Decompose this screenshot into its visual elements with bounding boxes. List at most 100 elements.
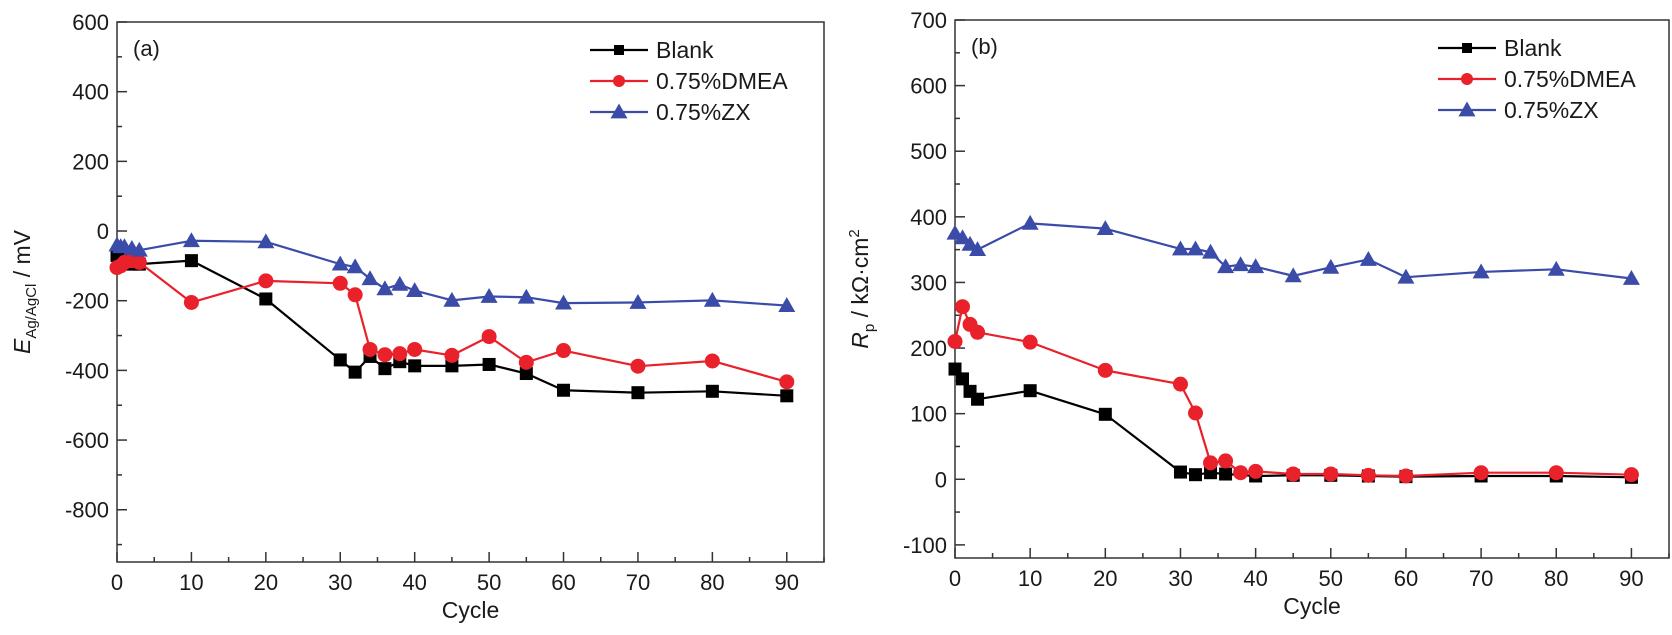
- data-point: [361, 270, 379, 286]
- legend-entry: 0.75%ZX: [590, 99, 751, 125]
- data-point: [969, 241, 987, 257]
- data-point: [1203, 455, 1219, 471]
- data-point: [130, 241, 148, 257]
- data-point: [556, 343, 572, 359]
- data-point: [182, 232, 200, 248]
- y-tick-label: 200: [72, 149, 109, 174]
- y-tick-label: -200: [65, 289, 109, 314]
- data-point: [257, 233, 275, 249]
- series-0-75-zx: [108, 232, 796, 312]
- data-point: [1097, 362, 1113, 378]
- data-point: [519, 367, 533, 381]
- data-point: [1096, 220, 1114, 236]
- data-point: [1189, 468, 1203, 482]
- series-line: [116, 254, 787, 397]
- panel-a-potential-chart: 0 10 20 30 40 50 60 70 80 90 -800 -600 -400 -200 0 200 4…: [9, 10, 825, 623]
- data-point: [1360, 467, 1376, 483]
- y-tick-label: -400: [65, 358, 109, 383]
- x-tick-label: 70: [626, 570, 650, 595]
- y-axis-title: EAg/AgCl / mV: [9, 229, 40, 354]
- x-tick-label: 20: [254, 570, 278, 595]
- data-point: [480, 288, 498, 303]
- data-point: [1548, 465, 1564, 481]
- data-point: [347, 287, 363, 303]
- legend-label: 0.75%DMEA: [1504, 66, 1636, 92]
- x-tick-label: 60: [551, 570, 575, 595]
- data-point: [1022, 334, 1038, 350]
- data-point: [408, 359, 422, 373]
- y-axis-symbol: E: [9, 338, 35, 354]
- y-tick-label: 700: [910, 8, 947, 33]
- data-point: [362, 341, 378, 357]
- y-tick-label: 100: [910, 402, 947, 427]
- data-point: [956, 372, 970, 386]
- data-point: [1397, 268, 1415, 284]
- legend-marker: [1461, 73, 1473, 85]
- legend-marker: [613, 75, 625, 87]
- y-tick-label: -100: [903, 533, 947, 558]
- legend-label: 0.75%DMEA: [656, 68, 788, 94]
- data-point: [947, 333, 963, 349]
- data-point: [378, 362, 392, 376]
- y-axis-symbol: R: [847, 332, 873, 349]
- legend-entry: 0.75%DMEA: [1438, 66, 1636, 92]
- data-point: [1398, 468, 1414, 484]
- legend-marker: [610, 103, 628, 119]
- data-point: [631, 386, 645, 400]
- data-point: [1233, 465, 1249, 481]
- data-point: [445, 359, 459, 373]
- data-point: [392, 346, 408, 362]
- x-tick-label: 10: [179, 570, 203, 595]
- data-point: [1173, 465, 1187, 479]
- data-point: [779, 374, 795, 390]
- y-tick-label: 600: [72, 10, 109, 35]
- data-point: [1217, 258, 1235, 274]
- panel-b-resistance-chart: 0 10 20 30 40 50 60 70 80 90-10001002003004005006…: [846, 8, 1670, 619]
- data-point: [1188, 405, 1204, 421]
- data-point: [1247, 258, 1265, 274]
- y-tick-label: 600: [910, 74, 947, 99]
- data-point: [955, 299, 971, 315]
- data-point: [630, 358, 646, 374]
- y-tick-label: 500: [910, 139, 947, 164]
- y-axis-unit: / mV: [9, 229, 35, 283]
- data-point: [1547, 260, 1565, 276]
- data-point: [629, 293, 647, 309]
- data-point: [778, 297, 796, 312]
- data-point: [1023, 384, 1037, 398]
- data-point: [970, 324, 986, 340]
- x-tick-label: 70: [1469, 566, 1493, 591]
- series-blank: [948, 362, 1638, 484]
- data-point: [443, 291, 461, 307]
- y-tick-label: 400: [72, 80, 109, 105]
- x-tick-label: 30: [328, 570, 352, 595]
- data-point: [1098, 407, 1112, 421]
- data-point: [703, 291, 721, 307]
- data-point: [555, 294, 573, 310]
- data-point: [1284, 267, 1302, 283]
- y-axis-subscript: Ag/AgCl: [23, 284, 40, 339]
- x-tick-label: 90: [775, 570, 799, 595]
- y-axis-superscript: 2: [846, 229, 863, 237]
- data-point: [971, 392, 985, 406]
- data-point: [131, 254, 147, 270]
- data-point: [704, 353, 720, 369]
- data-point: [1622, 270, 1640, 285]
- x-tick-label: 20: [1093, 566, 1117, 591]
- data-point: [1473, 465, 1489, 481]
- y-tick-label: -600: [65, 428, 109, 453]
- x-tick-label: 10: [1018, 566, 1042, 591]
- panel-label: (a): [133, 36, 160, 61]
- data-point: [518, 354, 534, 370]
- y-tick-label: 200: [910, 336, 947, 361]
- data-point: [333, 353, 347, 367]
- series-0-75-dmea: [109, 253, 795, 390]
- legend-entry: Blank: [1438, 35, 1562, 61]
- x-tick-label: 30: [1168, 566, 1192, 591]
- series-0-75-dmea: [947, 299, 1639, 484]
- x-axis-title: Cycle: [1283, 593, 1341, 619]
- data-point: [1171, 240, 1189, 256]
- data-point: [407, 341, 423, 357]
- x-tick-label: 40: [402, 570, 426, 595]
